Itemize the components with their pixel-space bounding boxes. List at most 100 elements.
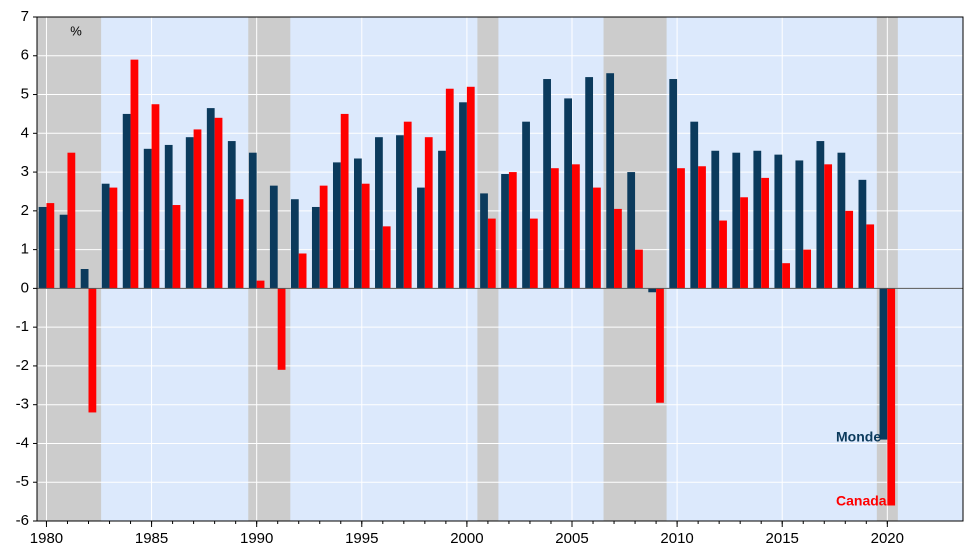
bar [130, 59, 139, 289]
bar [585, 77, 594, 289]
bar [151, 104, 160, 289]
bar [719, 220, 727, 289]
x-tick-label: 1990 [240, 530, 273, 547]
bar [845, 210, 854, 289]
unit-label: % [70, 23, 82, 38]
bar [635, 249, 643, 289]
bar [438, 150, 446, 289]
bar [80, 269, 89, 289]
y-tick-label: -3 [16, 396, 29, 413]
bar [698, 166, 706, 289]
bar [277, 288, 286, 370]
bar [669, 79, 678, 289]
x-tick-label: 1980 [30, 530, 63, 547]
x-tick-label: 1995 [345, 530, 378, 547]
bar [227, 141, 236, 289]
bar [543, 79, 551, 289]
bar [690, 121, 699, 289]
bar [501, 174, 509, 289]
bar [46, 203, 55, 289]
y-tick-label: 1 [21, 241, 29, 258]
bar [403, 121, 412, 289]
bar [67, 152, 76, 289]
bar [858, 179, 867, 289]
bar [332, 162, 341, 289]
bar [185, 137, 194, 289]
bar [290, 199, 299, 289]
bar [866, 224, 875, 289]
bar [795, 160, 804, 289]
bar [319, 185, 328, 289]
bar [59, 214, 68, 289]
y-tick-label: 5 [21, 86, 29, 103]
bar [340, 113, 349, 289]
x-tick-label: 2020 [871, 530, 904, 547]
y-tick-label: -4 [16, 434, 29, 451]
bar [459, 102, 467, 289]
bar [424, 137, 433, 289]
bar [361, 183, 370, 289]
bar [143, 148, 152, 289]
y-tick-label: 3 [21, 163, 29, 180]
y-tick-label: -1 [16, 318, 29, 335]
y-tick-label: 6 [21, 47, 29, 64]
bar [761, 177, 769, 289]
x-tick-label: 2015 [766, 530, 799, 547]
bar [235, 199, 244, 289]
bar [656, 288, 664, 403]
bar [375, 137, 383, 289]
y-tick-label: 0 [21, 279, 29, 296]
x-tick-label: 2005 [555, 530, 588, 547]
bar [193, 129, 202, 289]
bar [101, 183, 110, 289]
bar [256, 280, 265, 289]
legend-canada: Canada [836, 493, 887, 509]
bar [354, 158, 362, 289]
bar [824, 164, 833, 289]
bar [164, 144, 173, 289]
bar [550, 168, 559, 289]
y-tick-label: -5 [16, 473, 29, 490]
bar [740, 197, 748, 289]
bar [879, 288, 888, 440]
bar [480, 193, 488, 289]
bar [466, 86, 475, 289]
bar [38, 206, 47, 289]
bar [887, 288, 896, 506]
x-tick-label: 1985 [135, 530, 168, 547]
bar [206, 108, 215, 289]
bar [508, 172, 517, 289]
bar [214, 117, 223, 289]
bar [732, 152, 741, 289]
bar [417, 187, 425, 289]
y-tick-label: -6 [16, 512, 29, 529]
bar [711, 150, 720, 289]
bar [774, 154, 783, 289]
bar [172, 205, 181, 289]
bar [311, 206, 320, 289]
bar [571, 164, 580, 289]
bar [677, 168, 685, 289]
legend-monde: Monde [836, 429, 881, 445]
x-tick-label: 2000 [450, 530, 483, 547]
bar [782, 263, 790, 289]
x-tick-label: 2010 [660, 530, 693, 547]
bar [122, 113, 131, 289]
bar [816, 141, 825, 289]
bar [396, 135, 404, 289]
bar [109, 187, 118, 289]
bar [753, 150, 762, 289]
y-tick-label: 7 [21, 8, 29, 25]
bar [298, 253, 307, 289]
bar [382, 226, 391, 289]
y-tick-label: 2 [21, 202, 29, 219]
bar [445, 88, 454, 289]
y-tick-label: -2 [16, 357, 29, 374]
plot-frame [36, 16, 964, 522]
bar [529, 218, 538, 289]
bar [627, 172, 636, 289]
bar [606, 73, 615, 289]
bar [837, 152, 846, 289]
bar [269, 185, 278, 289]
